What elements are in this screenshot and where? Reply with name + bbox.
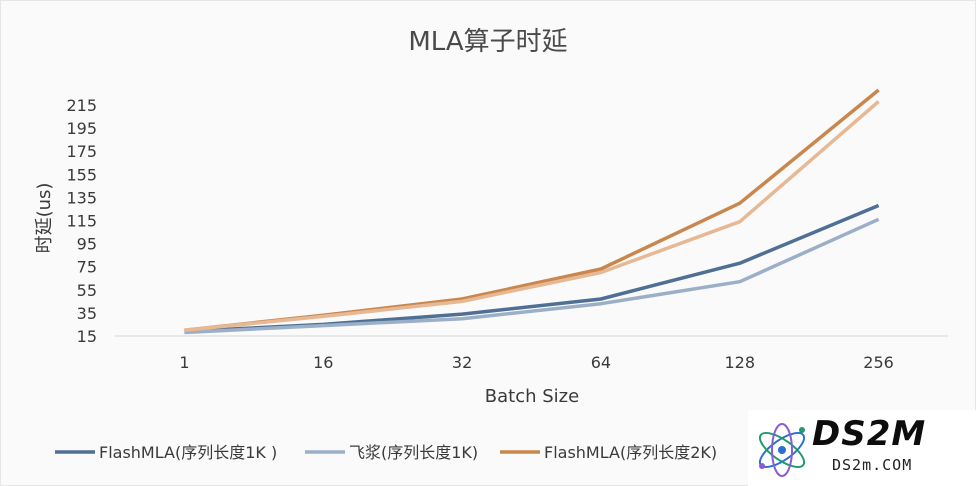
y-tick-label: 35: [77, 304, 97, 323]
legend-label: 飞浆(序列长度1K): [349, 443, 478, 462]
y-tick-label: 195: [66, 119, 97, 138]
y-tick-label: 175: [66, 142, 97, 161]
atom-logo-icon: [758, 423, 806, 477]
series-line-2: [184, 88, 880, 332]
y-tick-label: 115: [66, 212, 97, 231]
y-tick-label: 215: [66, 96, 97, 115]
x-tick-label: 64: [591, 353, 611, 372]
legend-label: FlashMLA(序列长度1K ): [99, 443, 277, 462]
series-line-3: [184, 100, 880, 332]
x-tick-label: 1: [179, 353, 189, 372]
watermark-logo-text: DS2M: [812, 414, 927, 454]
watermark-site-text: DS2m.COM: [832, 456, 913, 474]
series-line-1: [184, 217, 880, 335]
legend: FlashMLA(序列长度1K ) 飞浆(序列长度1K) FlashMLA(序列长度…: [55, 443, 717, 462]
x-tick-label: 256: [863, 353, 894, 372]
y-axis-title: 时延(us): [34, 183, 55, 254]
watermark: DS2M DS2m.COM: [748, 410, 976, 486]
y-tick-label: 135: [66, 188, 97, 207]
x-axis-title: Batch Size: [485, 386, 579, 407]
y-tick-label: 75: [77, 258, 97, 277]
x-tick-label: 128: [724, 353, 755, 372]
x-tick-label: 16: [313, 353, 333, 372]
x-tick-labels: 1 16 32 64 128 256: [179, 353, 894, 372]
y-tick-label: 15: [77, 327, 97, 346]
y-tick-label: 155: [66, 165, 97, 184]
chart-title: MLA算子时延: [408, 27, 567, 57]
y-tick-label: 95: [77, 235, 97, 254]
x-tick-label: 32: [452, 353, 472, 372]
y-tick-label: 55: [77, 281, 97, 300]
series-lines: [184, 88, 880, 335]
y-tick-labels: 15 35 55 75 95 115 135 155 175 195 215: [66, 96, 97, 346]
legend-label: FlashMLA(序列长度2K): [544, 443, 717, 462]
